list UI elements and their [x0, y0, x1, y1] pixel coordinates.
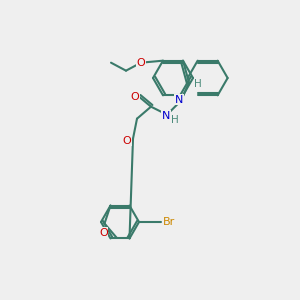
Text: N: N: [162, 111, 170, 121]
Text: N: N: [175, 95, 183, 105]
Text: H: H: [194, 79, 202, 89]
Text: H: H: [171, 115, 179, 125]
Text: O: O: [123, 136, 131, 146]
Text: O: O: [136, 58, 146, 68]
Text: Br: Br: [163, 217, 175, 227]
Text: O: O: [130, 92, 140, 102]
Text: O: O: [99, 227, 108, 238]
